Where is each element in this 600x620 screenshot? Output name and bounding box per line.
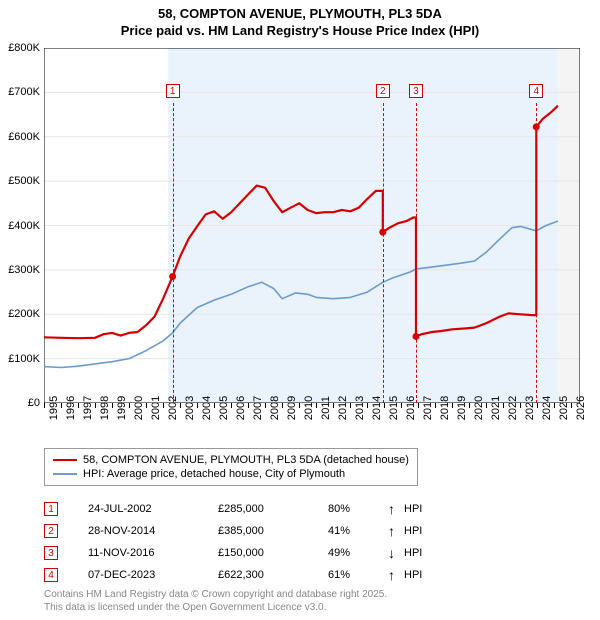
x-axis-tick-label: 1995	[48, 396, 60, 420]
arrow-up-icon: ↑	[388, 523, 404, 539]
x-axis-tick-label: 2001	[150, 396, 162, 420]
x-axis-tick-label: 2006	[235, 396, 247, 420]
chart-container: 58, COMPTON AVENUE, PLYMOUTH, PL3 5DA Pr…	[0, 0, 600, 620]
y-axis-tick-label: £100K	[8, 353, 40, 365]
y-axis-tick-label: £700K	[8, 86, 40, 98]
legend-label: HPI: Average price, detached house, City…	[83, 468, 345, 480]
x-axis-tick-label: 2015	[388, 396, 400, 420]
footer-line-2: This data is licensed under the Open Gov…	[44, 601, 387, 614]
x-axis-tick-label: 2003	[184, 396, 196, 420]
footer-attribution: Contains HM Land Registry data © Crown c…	[44, 588, 387, 614]
x-axis-tick-label: 2010	[303, 396, 315, 420]
sale-marker-box: 2	[376, 84, 390, 98]
x-axis-tick-label: 2018	[439, 396, 451, 420]
sale-record-row: 3 11-NOV-2016£150,00049%↓HPI	[44, 542, 422, 564]
x-axis-tick-label: 2008	[269, 396, 281, 420]
legend-swatch	[53, 459, 77, 461]
x-axis-tick-label: 2013	[354, 396, 366, 420]
x-axis-tick-label: 2023	[524, 396, 536, 420]
sale-record-marker: 3	[44, 546, 58, 560]
x-axis-tick-label: 2024	[541, 396, 553, 420]
sale-record-date: 24-JUL-2002	[88, 503, 218, 515]
sale-record-marker: 2	[44, 524, 58, 538]
sale-marker-box: 3	[409, 84, 423, 98]
x-axis-tick-label: 2004	[201, 396, 213, 420]
chart-title: 58, COMPTON AVENUE, PLYMOUTH, PL3 5DA Pr…	[0, 0, 600, 40]
sale-record-row: 1 24-JUL-2002£285,00080%↑HPI	[44, 498, 422, 520]
x-axis-tick-label: 1998	[99, 396, 111, 420]
x-axis-tick-label: 2019	[456, 396, 468, 420]
x-axis-tick-label: 2021	[490, 396, 502, 420]
sale-record-date: 11-NOV-2016	[88, 547, 218, 559]
legend-row: 58, COMPTON AVENUE, PLYMOUTH, PL3 5DA (d…	[53, 453, 409, 467]
x-axis-tick-label: 1997	[82, 396, 94, 420]
chart-area: £0£100K£200K£300K£400K£500K£600K£700K£80…	[44, 48, 580, 403]
sale-record-marker: 4	[44, 568, 58, 582]
x-axis-tick-label: 2007	[252, 396, 264, 420]
x-axis-tick-label: 2014	[371, 396, 383, 420]
y-axis-tick-label: £200K	[8, 308, 40, 320]
y-axis-tick-label: £600K	[8, 131, 40, 143]
x-axis-tick-label: 2020	[473, 396, 485, 420]
x-axis-tick-label: 2005	[218, 396, 230, 420]
arrow-down-icon: ↓	[388, 545, 404, 561]
sale-record-date: 07-DEC-2023	[88, 569, 218, 581]
sale-marker-line	[173, 103, 174, 403]
y-axis-tick-label: £0	[28, 397, 40, 409]
x-axis-tick-label: 2022	[507, 396, 519, 420]
arrow-up-icon: ↑	[388, 567, 404, 583]
sale-record-hpi-label: HPI	[404, 503, 422, 515]
sale-record-row: 4 07-DEC-2023£622,30061%↑HPI	[44, 564, 422, 586]
sale-marker-line	[536, 103, 537, 403]
sale-record-hpi-label: HPI	[404, 525, 422, 537]
legend-swatch	[53, 473, 77, 475]
footer-line-1: Contains HM Land Registry data © Crown c…	[44, 588, 387, 601]
sale-marker-line	[383, 103, 384, 403]
legend-label: 58, COMPTON AVENUE, PLYMOUTH, PL3 5DA (d…	[83, 454, 409, 466]
sale-record-pct: 41%	[328, 525, 388, 537]
legend-row: HPI: Average price, detached house, City…	[53, 467, 409, 481]
sale-record-price: £622,300	[218, 569, 328, 581]
title-line-2: Price paid vs. HM Land Registry's House …	[0, 23, 600, 40]
sale-record-hpi-label: HPI	[404, 547, 422, 559]
arrow-up-icon: ↑	[388, 501, 404, 517]
x-axis-tick-label: 1999	[116, 396, 128, 420]
x-axis-tick-label: 1996	[65, 396, 77, 420]
sale-record-pct: 49%	[328, 547, 388, 559]
x-axis-tick-label: 2011	[320, 396, 332, 420]
sale-record-price: £385,000	[218, 525, 328, 537]
y-axis-tick-label: £800K	[8, 42, 40, 54]
sale-marker-box: 4	[529, 84, 543, 98]
sale-record-pct: 61%	[328, 569, 388, 581]
x-axis-tick-label: 2000	[133, 396, 145, 420]
y-axis-tick-label: £500K	[8, 175, 40, 187]
sale-record-price: £285,000	[218, 503, 328, 515]
x-axis-tick-label: 2026	[575, 396, 587, 420]
y-axis-tick-label: £400K	[8, 220, 40, 232]
sale-marker-box: 1	[166, 84, 180, 98]
sale-record-marker: 1	[44, 502, 58, 516]
x-axis-tick-label: 2009	[286, 396, 298, 420]
x-axis-tick-label: 2017	[422, 396, 434, 420]
x-axis-tick-label: 2012	[337, 396, 349, 420]
sale-record-date: 28-NOV-2014	[88, 525, 218, 537]
sale-marker-line	[416, 103, 417, 403]
sales-table: 124-JUL-2002£285,00080%↑HPI228-NOV-2014£…	[44, 498, 422, 586]
sale-record-row: 2 28-NOV-2014£385,00041%↑HPI	[44, 520, 422, 542]
sale-record-pct: 80%	[328, 503, 388, 515]
x-axis-tick-label: 2025	[558, 396, 570, 420]
sale-record-price: £150,000	[218, 547, 328, 559]
title-line-1: 58, COMPTON AVENUE, PLYMOUTH, PL3 5DA	[0, 6, 600, 23]
plot-svg	[44, 48, 580, 403]
sale-record-hpi-label: HPI	[404, 569, 422, 581]
legend: 58, COMPTON AVENUE, PLYMOUTH, PL3 5DA (d…	[44, 448, 418, 486]
y-axis-tick-label: £300K	[8, 264, 40, 276]
